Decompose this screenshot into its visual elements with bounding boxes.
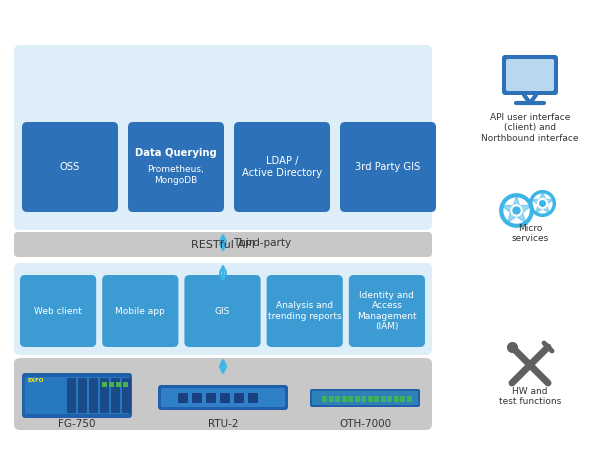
Text: Third-party: Third-party [233, 238, 291, 248]
Text: HW and
test functions: HW and test functions [499, 387, 561, 406]
Text: FG-750: FG-750 [58, 419, 96, 429]
Bar [394, 396, 398, 402]
FancyBboxPatch shape [158, 385, 288, 410]
Text: API user interface
(client) and
Northbound interface: API user interface (client) and Northbou… [481, 113, 579, 143]
FancyBboxPatch shape [161, 388, 285, 407]
Bar [335, 396, 340, 402]
FancyBboxPatch shape [14, 358, 432, 430]
Bar [387, 396, 392, 402]
FancyBboxPatch shape [122, 378, 131, 413]
Bar [116, 382, 121, 387]
Text: Micro
services: Micro services [511, 224, 548, 243]
Bar [367, 396, 373, 402]
FancyBboxPatch shape [22, 122, 118, 212]
Bar [400, 396, 405, 402]
FancyBboxPatch shape [248, 393, 258, 403]
FancyBboxPatch shape [111, 378, 120, 413]
FancyBboxPatch shape [14, 263, 432, 355]
Text: EXFO: EXFO [27, 378, 43, 383]
FancyBboxPatch shape [266, 275, 343, 347]
FancyBboxPatch shape [22, 373, 132, 418]
Text: 3rd Party GIS: 3rd Party GIS [355, 162, 421, 172]
Text: Web client: Web client [34, 306, 82, 315]
Bar [341, 396, 347, 402]
Text: Data Querying: Data Querying [135, 148, 217, 158]
Text: Analysis and
trending reports: Analysis and trending reports [268, 302, 341, 321]
Bar [322, 396, 327, 402]
FancyBboxPatch shape [184, 275, 260, 347]
FancyBboxPatch shape [234, 122, 330, 212]
Text: LDAP /
Active Directory: LDAP / Active Directory [242, 156, 322, 178]
Text: OSS: OSS [60, 162, 80, 172]
Bar [123, 382, 128, 387]
FancyBboxPatch shape [89, 378, 98, 413]
Bar [329, 396, 334, 402]
Bar [102, 382, 107, 387]
FancyBboxPatch shape [349, 275, 425, 347]
Text: Prometheus,
MongoDB: Prometheus, MongoDB [148, 165, 205, 184]
FancyBboxPatch shape [206, 393, 216, 403]
FancyBboxPatch shape [20, 275, 96, 347]
FancyBboxPatch shape [67, 378, 76, 413]
FancyBboxPatch shape [220, 393, 230, 403]
Bar [109, 382, 114, 387]
FancyBboxPatch shape [340, 122, 436, 212]
FancyBboxPatch shape [102, 275, 178, 347]
FancyBboxPatch shape [310, 389, 420, 407]
FancyBboxPatch shape [25, 377, 129, 414]
Bar [374, 396, 379, 402]
Text: Mobile app: Mobile app [115, 306, 165, 315]
FancyBboxPatch shape [178, 393, 188, 403]
FancyBboxPatch shape [128, 122, 224, 212]
FancyBboxPatch shape [312, 391, 418, 405]
FancyBboxPatch shape [78, 378, 87, 413]
FancyBboxPatch shape [100, 378, 109, 413]
FancyBboxPatch shape [502, 55, 558, 95]
Text: Identity and
Access
Management
(IAM): Identity and Access Management (IAM) [357, 291, 417, 331]
FancyBboxPatch shape [14, 232, 432, 257]
Bar [407, 396, 412, 402]
Bar [380, 396, 386, 402]
FancyBboxPatch shape [192, 393, 202, 403]
Bar [355, 396, 359, 402]
FancyBboxPatch shape [506, 59, 554, 91]
Text: OTH-7000: OTH-7000 [339, 419, 391, 429]
Bar [361, 396, 366, 402]
FancyBboxPatch shape [14, 45, 432, 230]
Text: RTU-2: RTU-2 [208, 419, 238, 429]
FancyBboxPatch shape [234, 393, 244, 403]
Text: RESTful API: RESTful API [191, 240, 255, 250]
Text: GIS: GIS [215, 306, 230, 315]
Bar [348, 396, 353, 402]
